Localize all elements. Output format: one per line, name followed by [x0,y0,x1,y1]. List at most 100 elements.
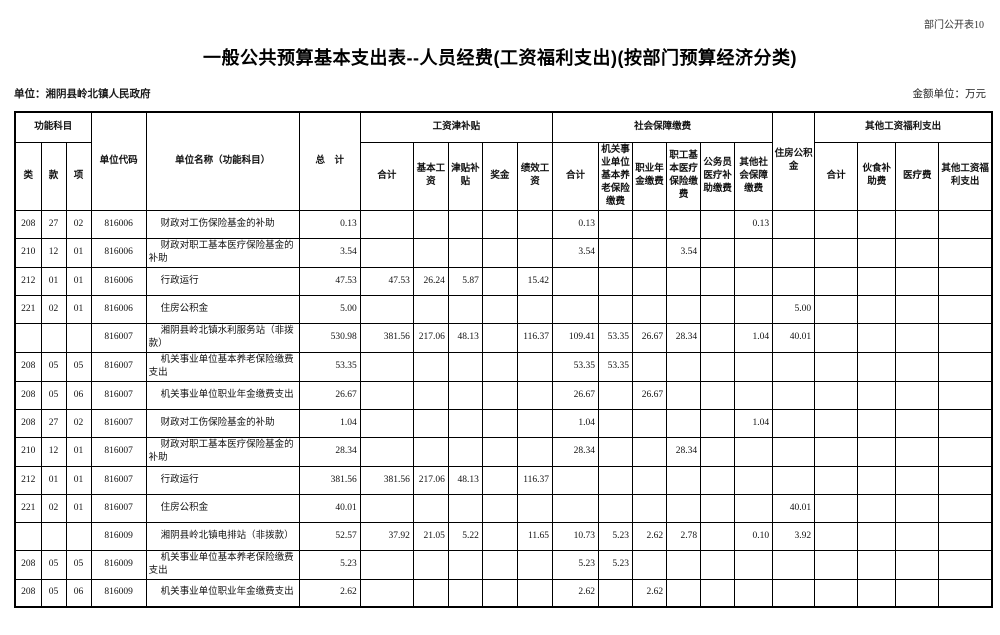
cell-meal-subsidy [857,493,897,523]
cell-pension-contribution [598,294,634,324]
cell-social-total [551,465,600,495]
cell-housing-fund [772,380,816,410]
cell-other-social [734,294,774,324]
cell-bonus [481,493,518,523]
cell-annuity-contribution [632,237,668,268]
cell-other-wage-welfare [938,266,993,296]
cell-performance-wage [516,380,554,410]
cell-meal-subsidy [857,294,897,324]
cell-other-social [734,351,774,382]
cell-civil-servant-medical [700,266,736,296]
cell-pension-contribution [598,237,634,268]
cell-performance-wage: 116.37 [516,322,554,353]
amount-unit-label: 金额单位：万元 [912,89,987,100]
cell-grand-total: 40.01 [298,493,361,523]
cell-allowance [447,436,483,467]
cell-unit-code: 816007 [90,436,147,467]
cell-basic-wage [412,380,449,410]
header-unit-name: 单位名称（功能科目） [145,111,300,211]
cell-other-total [814,237,859,268]
cell-civil-servant-medical [700,493,736,523]
cell-medical-insurance [666,549,702,580]
cell-section [40,521,67,551]
table-row: 210 12 01 816006 财政对职工基本医疗保险基金的补助 3.54 3.54 3.5… [14,237,993,268]
header-category: 类 [14,141,42,211]
cell-pension-contribution [598,578,634,608]
cell-other-wage-welfare [938,549,993,580]
cell-bonus [481,578,518,608]
header-other-total: 合计 [814,141,859,211]
cell-unit-name: 湘阴县岭北镇水利服务站（非拨款） [145,322,300,353]
header-meal-subsidy: 伙食补助费 [857,141,897,211]
cell-wage-total: 381.56 [359,322,414,353]
cell-other-wage-welfare [938,436,993,467]
cell-medical-fee [895,408,940,438]
cell-grand-total: 47.53 [298,266,361,296]
cell-wage-total [359,209,414,239]
cell-unit-name: 机关事业单位基本养老保险缴费支出 [145,351,300,382]
cell-performance-wage [516,209,554,239]
table-row: 221 02 01 816006 住房公积金 5.00 5.00 [14,294,993,324]
cell-bonus [481,351,518,382]
table-row: 212 01 01 816007 行政运行 381.56 381.56 217.06 48.13… [14,465,993,495]
cell-performance-wage [516,351,554,382]
page-title: 一般公共预算基本支出表--人员经费(工资福利支出)(按部门预算经济分类) [203,48,797,68]
table-row: 210 12 01 816007 财政对职工基本医疗保险基金的补助 28.34 28.34 2… [14,436,993,467]
cell-social-total [551,266,600,296]
cell-basic-wage [412,294,449,324]
cell-meal-subsidy [857,209,897,239]
table-row: 208 27 02 816006 财政对工伤保险基金的补助 0.13 0.13 0.13 [14,209,993,239]
cell-performance-wage: 116.37 [516,465,554,495]
header-section: 款 [40,141,67,211]
cell-unit-name: 住房公积金 [145,493,300,523]
cell-section: 12 [40,436,67,467]
cell-category: 208 [14,351,42,382]
cell-pension-contribution: 5.23 [598,549,634,580]
table-row: 208 05 05 816007 机关事业单位基本养老保险缴费支出 53.35 53.35 5… [14,351,993,382]
cell-bonus [481,209,518,239]
table-row: 221 02 01 816007 住房公积金 40.01 40.01 [14,493,993,523]
cell-annuity-contribution: 26.67 [632,380,668,410]
cell-bonus [481,294,518,324]
cell-basic-wage [412,493,449,523]
cell-annuity-contribution [632,408,668,438]
header-annuity-contribution: 职业年金缴费 [632,141,668,211]
cell-performance-wage [516,294,554,324]
cell-civil-servant-medical [700,294,736,324]
cell-medical-fee [895,521,940,551]
cell-section: 01 [40,465,67,495]
cell-other-total [814,436,859,467]
cell-grand-total: 52.57 [298,521,361,551]
cell-category: 208 [14,380,42,410]
cell-civil-servant-medical [700,549,736,580]
header-basic-wage: 基本工资 [412,141,449,211]
cell-other-wage-welfare [938,237,993,268]
cell-unit-name: 机关事业单位基本养老保险缴费支出 [145,549,300,580]
meta-row: 单位：湘阴县岭北镇人民政府 金额单位：万元 [14,86,986,101]
cell-basic-wage [412,436,449,467]
cell-medical-fee [895,237,940,268]
cell-civil-servant-medical [700,237,736,268]
table-row: 208 05 05 816009 机关事业单位基本养老保险缴费支出 5.23 5.23 5.2… [14,549,993,580]
cell-allowance [447,493,483,523]
cell-unit-code: 816009 [90,578,147,608]
cell-performance-wage [516,237,554,268]
cell-medical-fee [895,266,940,296]
cell-item: 01 [65,294,92,324]
header-other-social: 其他社会保障缴费 [734,141,774,211]
cell-wage-total: 47.53 [359,266,414,296]
cell-other-total [814,266,859,296]
header-medical-fee: 医疗费 [895,141,940,211]
cell-housing-fund [772,465,816,495]
unit-label: 单位：湘阴县岭北镇人民政府 [14,89,151,100]
cell-other-social [734,436,774,467]
cell-medical-fee [895,380,940,410]
cell-pension-contribution: 5.23 [598,521,634,551]
cell-other-wage-welfare [938,465,993,495]
cell-unit-code: 816007 [90,493,147,523]
cell-annuity-contribution: 26.67 [632,322,668,353]
header-item: 项 [65,141,92,211]
cell-performance-wage [516,408,554,438]
cell-other-wage-welfare [938,380,993,410]
cell-pension-contribution [598,436,634,467]
